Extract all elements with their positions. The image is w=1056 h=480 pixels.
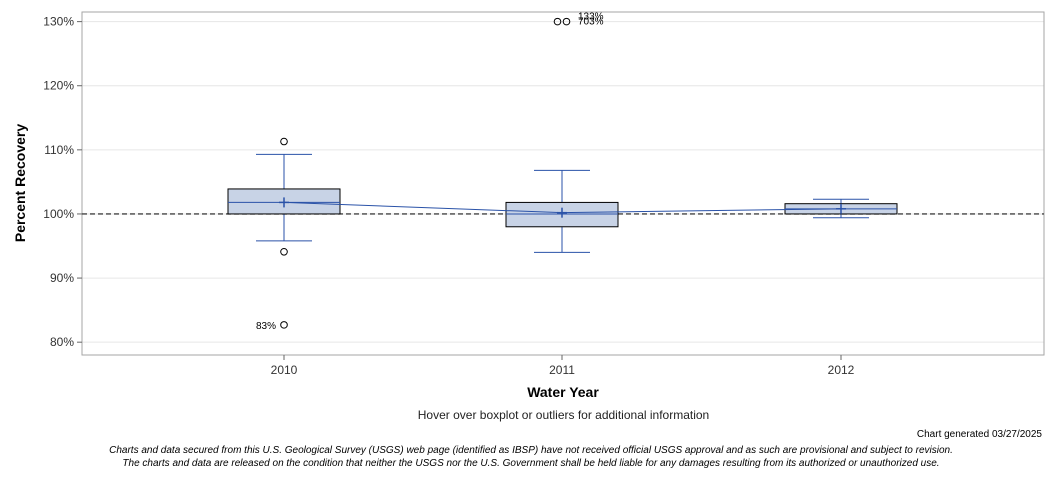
x-axis-title: Water Year [527,384,599,400]
outlier-label: 83% [256,321,276,332]
y-axis-title: Percent Recovery [12,124,28,243]
boxplot-chart: 80% 90% 100% 110% 120% 130% 2010 2011 2012 83% 1… [12,11,1045,400]
disclaimer-line-1: Charts and data secured from this U.S. G… [109,445,953,456]
boxplot-2011[interactable] [505,17,619,253]
outlier-point[interactable] [553,17,562,26]
mean-line-layer [283,201,842,214]
y-tick-label: 100% [43,207,74,221]
x-tick-label: 2010 [271,363,298,377]
y-tick-label: 90% [50,271,74,285]
outlier-point[interactable] [280,321,288,329]
y-tick-label: 130% [43,15,74,29]
x-tick-label: 2011 [549,363,575,377]
annotations-layer: 83% 133%703% [256,12,604,332]
outlier-point[interactable] [280,137,288,146]
disclaimer: Charts and data secured from this U.S. G… [0,444,1056,470]
hover-hint: Hover over boxplot or outliers for addit… [417,408,710,422]
outlier-label: 703% [578,17,604,28]
y-tick-label: 80% [50,335,74,349]
plot-frame [81,11,1045,356]
chart-generated-date: Chart generated 03/27/2025 [916,429,1042,440]
outlier-point[interactable] [280,247,288,256]
y-tick-label: 120% [43,79,74,93]
y-axis: 80% 90% 100% 110% 120% 130% [43,15,82,349]
boxes-layer[interactable] [227,17,898,329]
x-axis: 2010 2011 2012 [271,355,855,377]
y-tick-label: 110% [44,143,74,157]
grid-lines [82,21,1044,343]
disclaimer-line-2: The charts and data are released on the … [122,458,940,469]
x-tick-label: 2012 [828,363,855,377]
outlier-point[interactable] [562,17,571,26]
mean-connect-line [283,201,842,214]
boxplot-2010[interactable] [227,137,341,329]
boxplot-2012[interactable] [784,198,898,219]
outlier-label: 133% [578,12,604,23]
